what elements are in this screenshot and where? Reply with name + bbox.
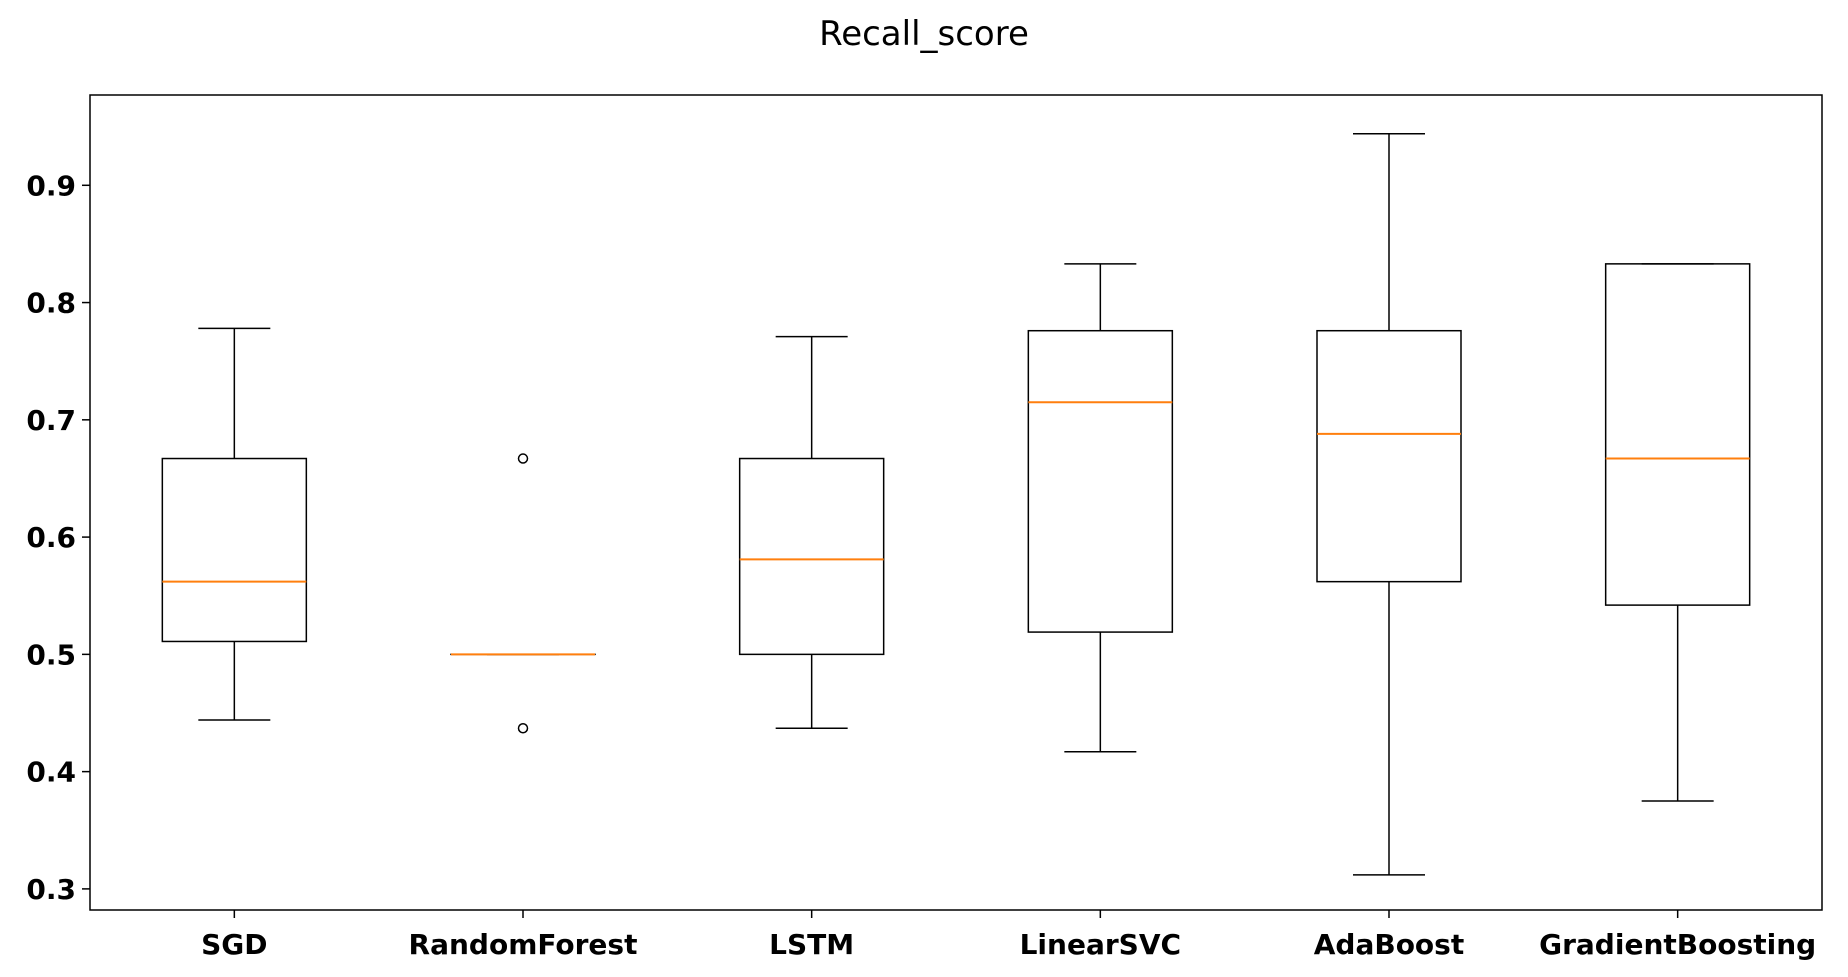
box-randomforest [450, 453, 596, 734]
x-tick-label: GradientBoosting [1539, 928, 1816, 961]
x-tick-label: LSTM [769, 928, 854, 961]
outlier-point [517, 722, 529, 734]
iqr-box [1316, 329, 1462, 583]
x-tick-label: SGD [201, 928, 267, 961]
iqr-box [738, 457, 885, 656]
box-sgd [161, 327, 308, 721]
y-tick-label: 0.9 [26, 169, 76, 202]
y-tick-label: 0.5 [26, 638, 76, 671]
axes-frame [89, 94, 1823, 911]
y-tick-label: 0.4 [26, 756, 76, 789]
y-tick-label: 0.3 [26, 873, 76, 906]
chart-title: Recall_score [819, 14, 1029, 54]
y-tick-label: 0.8 [26, 287, 76, 320]
iqr-box [1027, 329, 1174, 633]
iqr-box [1604, 263, 1751, 606]
outlier-point [517, 453, 529, 464]
plot-area: 0.3 0.4 0.5 0.6 0.7 0.8 0.9 SGD RandomForest LSTM… [26, 94, 1823, 961]
box-linearsvc [1027, 263, 1174, 753]
x-tick-label: AdaBoost [1314, 928, 1464, 961]
box-gradientboosting [1604, 263, 1751, 802]
y-tick-label: 0.7 [26, 404, 76, 437]
x-tick-label: RandomForest [409, 928, 638, 961]
box-lstm [738, 335, 885, 729]
x-tick-label: LinearSVC [1020, 928, 1181, 961]
box-adaboost [1316, 132, 1462, 876]
iqr-box [161, 457, 308, 643]
y-tick-label: 0.6 [26, 521, 76, 554]
